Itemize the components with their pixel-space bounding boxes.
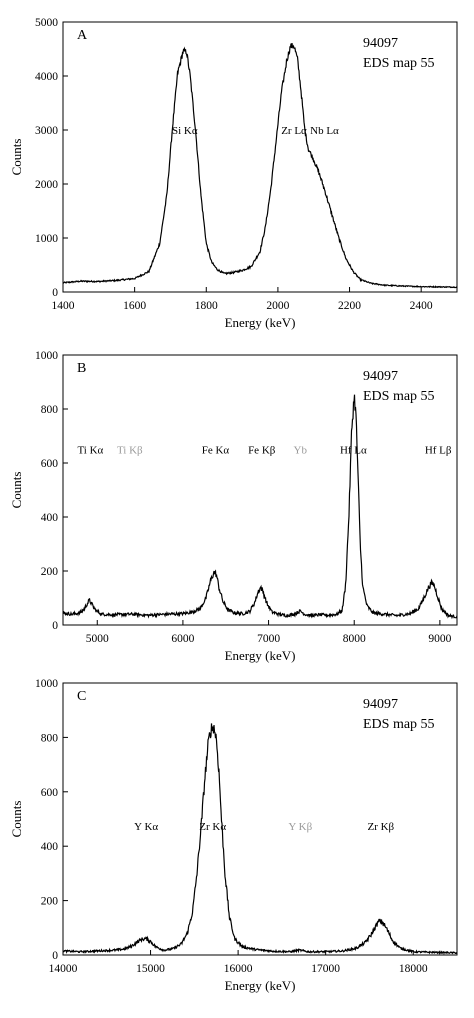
annotation-line: EDS map 55: [363, 389, 435, 404]
y-tick-label: 5000: [35, 17, 58, 29]
panel-letter: B: [77, 361, 86, 376]
x-tick-label: 2200: [338, 300, 361, 312]
y-axis-title: Counts: [9, 801, 24, 838]
x-axis-title: Energy (keV): [225, 648, 296, 663]
x-tick-label: 14000: [49, 963, 78, 975]
y-tick-label: 200: [41, 566, 59, 578]
y-tick-label: 2000: [35, 179, 58, 191]
peak-label: Zr Lα: [281, 125, 307, 137]
x-tick-label: 8000: [343, 633, 366, 645]
spectrum-line: [62, 723, 458, 955]
y-axis-title: Counts: [9, 139, 24, 176]
plot-frame: [62, 354, 458, 626]
peak-label: Zr Kβ: [367, 821, 394, 833]
peak-label: Y Kβ: [288, 821, 312, 833]
x-tick-label: 1400: [52, 300, 75, 312]
plot-frame: [62, 682, 458, 956]
y-tick-label: 600: [41, 787, 59, 799]
peak-label: Si Kα: [172, 125, 198, 137]
y-tick-label: 3000: [35, 125, 58, 137]
peak-label: Fe Kβ: [248, 445, 276, 457]
y-tick-label: 1000: [35, 233, 58, 245]
x-axis-title: Energy (keV): [225, 978, 296, 993]
y-tick-label: 400: [41, 841, 59, 853]
y-tick-label: 1000: [35, 350, 58, 362]
panel-letter: C: [77, 689, 86, 704]
peak-label: Zr Kα: [199, 821, 226, 833]
peak-label: Hf Lβ: [425, 445, 452, 457]
y-tick-label: 0: [52, 620, 58, 632]
x-tick-label: 1600: [123, 300, 146, 312]
peak-label: Hf Lα: [340, 445, 367, 457]
panel-letter: A: [77, 28, 88, 43]
y-tick-label: 0: [52, 950, 58, 962]
annotation-line: EDS map 55: [363, 717, 435, 732]
y-tick-label: 400: [41, 512, 59, 524]
panel-c: 0 200 400 600 800 1000 14000 15000 16000 17000 180…: [9, 678, 458, 993]
peak-label: Ti Kβ: [117, 445, 143, 457]
annotation-line: 94097: [363, 36, 398, 51]
panel-b: 0 200 400 600 800 1000 5000 6000 7000 8000 9000 Ene…: [9, 350, 458, 663]
plot-frame: [62, 21, 458, 293]
x-axis-title: Energy (keV): [225, 315, 296, 330]
peak-label: Fe Kα: [202, 445, 230, 457]
x-tick-label: 5000: [86, 633, 109, 645]
x-tick-label: 17000: [311, 963, 340, 975]
spectrum-line: [62, 42, 458, 289]
x-tick-label: 16000: [224, 963, 253, 975]
panel-a: 0 1000 2000 3000 4000 5000 1400 1600 1800 2000 220…: [9, 17, 458, 330]
spectrum-line: [62, 394, 458, 620]
x-tick-label: 2000: [266, 300, 289, 312]
peak-label: Nb Lα: [310, 125, 339, 137]
x-tick-label: 18000: [399, 963, 428, 975]
x-tick-label: 15000: [136, 963, 165, 975]
y-tick-label: 800: [41, 732, 59, 744]
y-tick-label: 1000: [35, 678, 58, 690]
y-tick-label: 600: [41, 458, 59, 470]
y-tick-label: 4000: [35, 71, 58, 83]
peak-label: Y Kα: [134, 821, 158, 833]
peak-label: Ti Kα: [77, 445, 103, 457]
x-tick-label: 9000: [428, 633, 451, 645]
x-tick-label: 1800: [195, 300, 218, 312]
x-tick-label: 7000: [257, 633, 280, 645]
peak-label: Yb: [294, 445, 308, 457]
annotation-line: 94097: [363, 369, 398, 384]
y-tick-label: 800: [41, 404, 59, 416]
y-tick-label: 0: [52, 287, 58, 299]
y-tick-label: 200: [41, 896, 59, 908]
annotation-line: EDS map 55: [363, 56, 435, 71]
x-tick-label: 6000: [171, 633, 194, 645]
annotation-line: 94097: [363, 697, 398, 712]
y-axis-title: Counts: [9, 472, 24, 509]
x-tick-label: 2400: [410, 300, 433, 312]
